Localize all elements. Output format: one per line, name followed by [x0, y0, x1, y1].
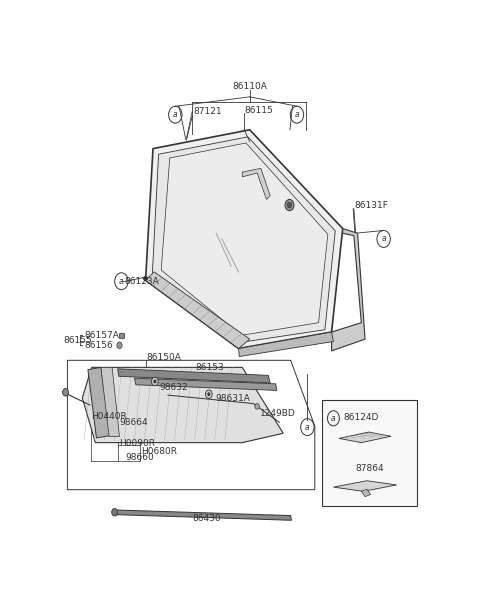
Polygon shape: [339, 432, 391, 442]
Text: 98632: 98632: [160, 382, 188, 392]
Polygon shape: [118, 369, 270, 383]
Text: H0680R: H0680R: [141, 447, 177, 456]
Text: H0440R: H0440R: [92, 412, 127, 421]
Polygon shape: [334, 481, 396, 491]
Text: 86115: 86115: [244, 106, 273, 115]
Circle shape: [62, 389, 69, 396]
Text: 86110A: 86110A: [232, 82, 267, 91]
Text: 86153: 86153: [196, 363, 225, 372]
Bar: [119, 334, 124, 338]
Circle shape: [255, 404, 259, 409]
Circle shape: [288, 202, 292, 208]
Polygon shape: [161, 143, 328, 335]
Text: a: a: [381, 235, 386, 243]
Text: 86150A: 86150A: [146, 353, 181, 362]
Polygon shape: [83, 367, 283, 442]
Circle shape: [117, 342, 122, 348]
Text: 98660: 98660: [125, 453, 154, 462]
Text: a: a: [331, 414, 336, 423]
Text: 86157A: 86157A: [84, 331, 119, 340]
Text: 98631A: 98631A: [216, 394, 251, 403]
Polygon shape: [332, 229, 365, 351]
Text: a: a: [305, 423, 310, 431]
Circle shape: [207, 392, 210, 396]
Text: 86123A: 86123A: [124, 277, 159, 286]
Text: 86124D: 86124D: [344, 413, 379, 422]
Circle shape: [154, 379, 156, 383]
Text: 87121: 87121: [193, 108, 222, 117]
Polygon shape: [239, 332, 334, 357]
Polygon shape: [152, 137, 335, 342]
Circle shape: [285, 199, 294, 211]
Text: a: a: [119, 277, 124, 286]
Circle shape: [205, 390, 212, 398]
Text: 87864: 87864: [355, 464, 384, 472]
Polygon shape: [101, 367, 120, 436]
Polygon shape: [361, 489, 371, 497]
Polygon shape: [134, 378, 277, 390]
Text: 98664: 98664: [120, 418, 148, 427]
Polygon shape: [88, 367, 110, 438]
Circle shape: [112, 508, 118, 516]
Text: H0090R: H0090R: [119, 439, 155, 448]
Text: 1249BD: 1249BD: [260, 409, 296, 419]
Polygon shape: [145, 130, 343, 348]
Polygon shape: [145, 272, 250, 348]
Bar: [322, 400, 417, 506]
Text: 86156: 86156: [84, 341, 113, 349]
Text: a: a: [173, 110, 178, 119]
Text: 86155: 86155: [64, 336, 93, 345]
Text: 86131F: 86131F: [354, 202, 388, 211]
Text: 86430: 86430: [192, 514, 221, 524]
Text: a: a: [295, 110, 299, 119]
Circle shape: [152, 377, 158, 386]
Polygon shape: [114, 510, 291, 521]
Polygon shape: [242, 169, 270, 199]
